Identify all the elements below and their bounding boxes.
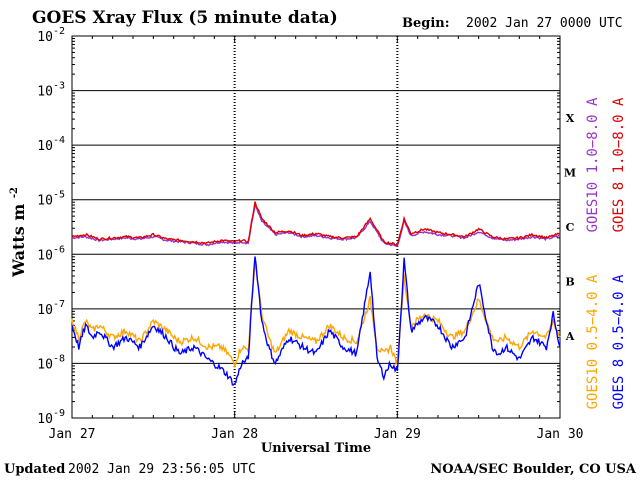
flare-class-label: X bbox=[566, 112, 575, 125]
chart-title: GOES Xray Flux (5 minute data) bbox=[32, 8, 338, 28]
y-tick-exponent: -9 bbox=[53, 408, 65, 419]
y-tick-label: 10-5 bbox=[37, 190, 65, 209]
legend-goes8-long: GOES 8 1.0−8.0 A bbox=[611, 97, 627, 232]
series-goes10-long bbox=[71, 204, 561, 247]
y-tick-exponent: -7 bbox=[53, 299, 65, 310]
y-tick-exponent: -6 bbox=[53, 244, 65, 255]
flare-class-label: B bbox=[565, 276, 574, 289]
y-axis-label-text: Watts m bbox=[9, 204, 28, 278]
y-tick-base: 10 bbox=[37, 194, 53, 209]
begin-label: Begin: bbox=[402, 16, 450, 31]
y-tick-base: 10 bbox=[37, 85, 53, 100]
y-axis-label-sup: -2 bbox=[9, 187, 20, 198]
y-tick-base: 10 bbox=[37, 303, 53, 318]
y-tick-exponent: -5 bbox=[53, 190, 65, 201]
x-axis-label: Universal Time bbox=[261, 441, 371, 456]
y-tick-label: 10-4 bbox=[37, 135, 65, 154]
series-lines bbox=[71, 201, 561, 386]
flare-class-labels: X M C B A bbox=[564, 112, 576, 343]
credit-text: NOAA/SEC Boulder, CO USA bbox=[430, 462, 637, 477]
y-axis-ticks: 10-210-310-410-510-610-710-810-9 bbox=[37, 26, 65, 427]
legend-goes8-short: GOES 8 0.5−4.0 A bbox=[611, 274, 627, 409]
y-tick-label: 10-9 bbox=[37, 408, 65, 427]
plot-area bbox=[71, 35, 561, 419]
y-tick-label: 10-6 bbox=[37, 244, 65, 263]
y-tick-exponent: -2 bbox=[53, 26, 65, 37]
plot-frame bbox=[71, 35, 561, 419]
y-tick-exponent: -8 bbox=[53, 353, 65, 364]
x-tick-label: Jan 30 bbox=[537, 427, 584, 442]
y-tick-base: 10 bbox=[37, 412, 53, 427]
y-tick-label: 10-7 bbox=[37, 299, 65, 318]
legend-goes10-long: GOES10 1.0−8.0 A bbox=[585, 97, 601, 232]
y-tick-label: 10-2 bbox=[37, 26, 65, 45]
y-tick-exponent: -3 bbox=[53, 81, 65, 92]
y-axis-label: Watts m -2 bbox=[9, 187, 28, 278]
y-tick-base: 10 bbox=[37, 248, 53, 263]
x-tick-label: Jan 27 bbox=[49, 427, 96, 442]
y-tick-base: 10 bbox=[37, 357, 53, 372]
updated-value: 2002 Jan 29 23:56:05 UTC bbox=[68, 462, 256, 477]
y-tick-label: 10-8 bbox=[37, 353, 65, 372]
series-goes10-short bbox=[71, 259, 561, 369]
series-goes8-short bbox=[71, 256, 561, 386]
x-axis-ticks: Jan 27 Jan 28 Jan 29 Jan 30 bbox=[49, 427, 584, 442]
y-tick-base: 10 bbox=[37, 30, 53, 45]
flare-class-label: M bbox=[564, 166, 576, 179]
x-tick-label: Jan 29 bbox=[374, 427, 421, 442]
begin-value: 2002 Jan 27 0000 UTC bbox=[466, 16, 623, 31]
x-tick-label: Jan 28 bbox=[211, 427, 258, 442]
y-tick-label: 10-3 bbox=[37, 81, 65, 100]
y-tick-base: 10 bbox=[37, 139, 53, 154]
flare-class-label: A bbox=[565, 330, 575, 343]
series-goes8-long bbox=[71, 201, 561, 246]
flare-class-label: C bbox=[566, 221, 575, 234]
legend-goes10-short: GOES10 0.5−4.0 A bbox=[585, 274, 601, 409]
y-tick-exponent: -4 bbox=[53, 135, 65, 146]
updated-label: Updated bbox=[4, 462, 65, 477]
